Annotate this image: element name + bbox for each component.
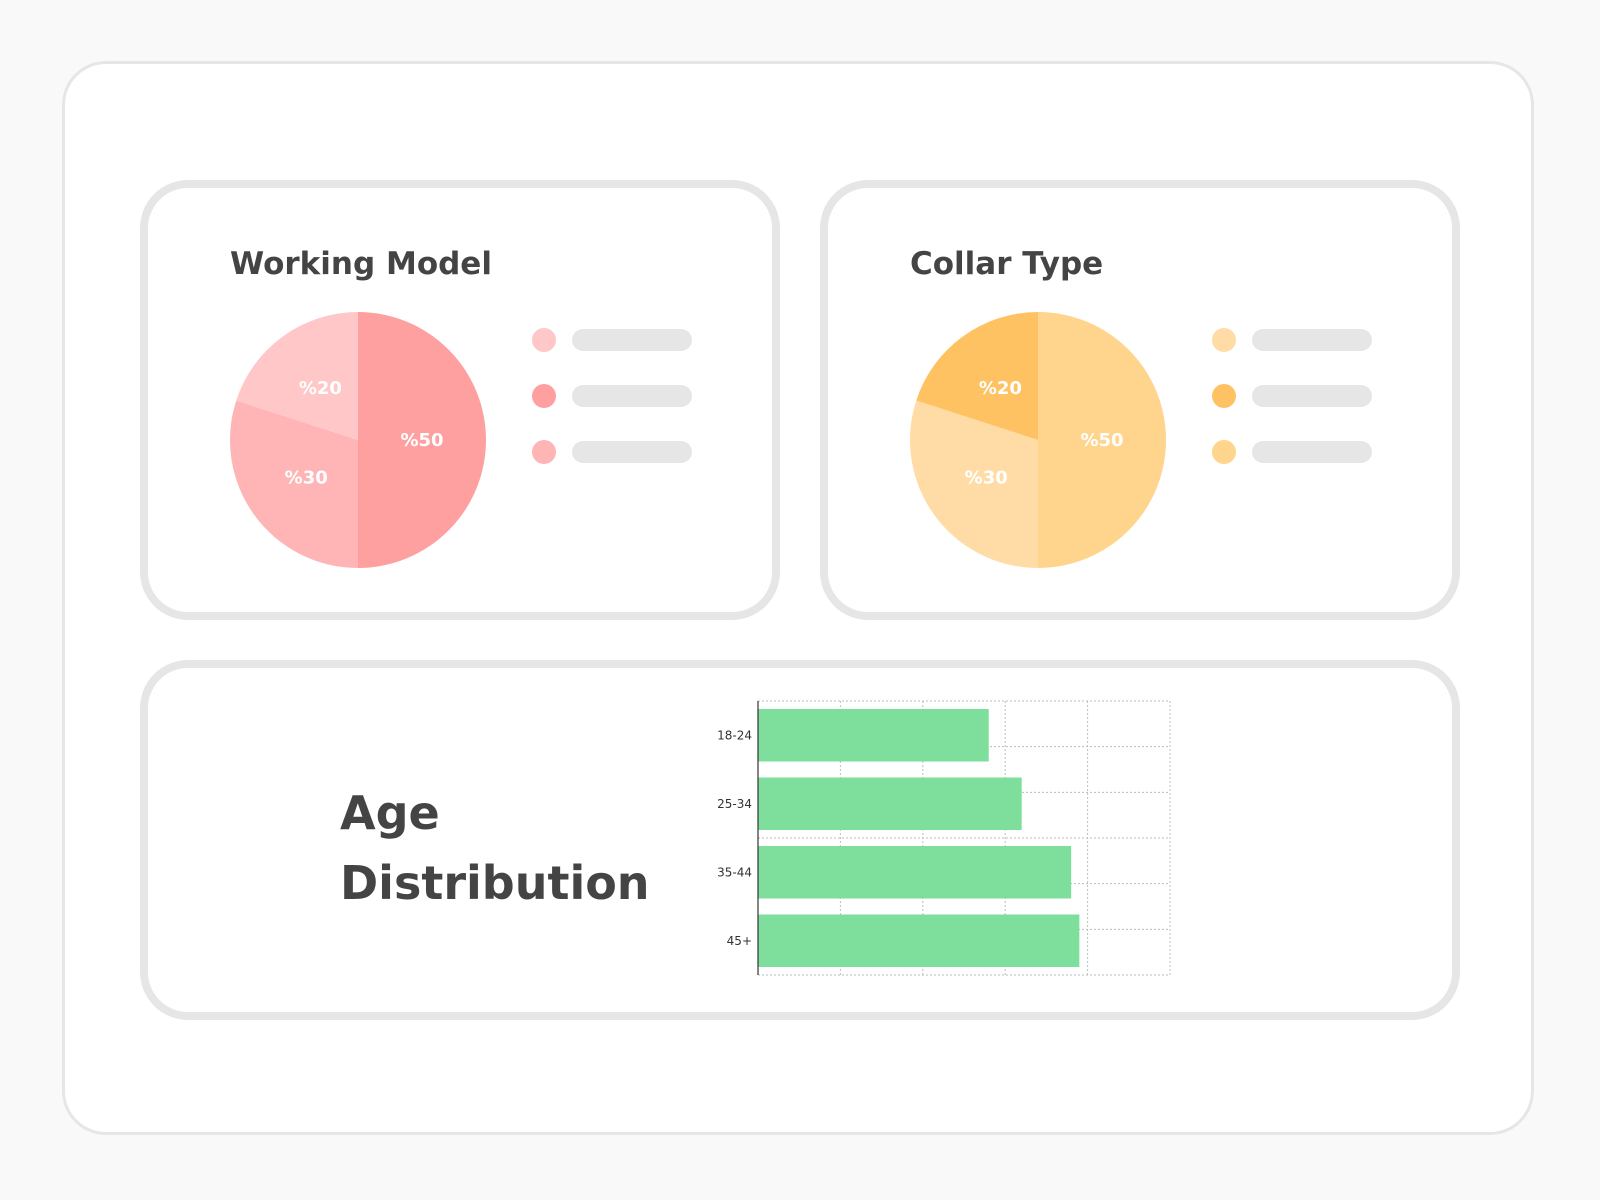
- age-distribution-bar-chart: 18-24 25-34 35-44 45+: [717, 700, 1171, 976]
- working-model-legend-dot-1: [532, 384, 556, 408]
- working-model-title: Working Model: [230, 246, 492, 282]
- working-model-pie-chart: %50 %30 %20: [230, 312, 486, 568]
- age-bar-1: [758, 777, 1022, 830]
- collar-type-legend-placeholder-1: [1252, 385, 1372, 407]
- working-model-card: Working Model %50 %30 %20: [140, 180, 780, 620]
- collar-type-slice-label-1: %30: [965, 468, 1008, 489]
- working-model-legend-placeholder-0: [572, 329, 692, 351]
- working-model-legend-placeholder-2: [572, 441, 692, 463]
- collar-type-slice-0: [1038, 312, 1166, 568]
- working-model-slice-label-2: %20: [299, 378, 342, 399]
- age-category-label-3: 45+: [727, 934, 752, 948]
- collar-type-slice-2: [916, 312, 1038, 440]
- collar-type-card: Collar Type %50 %30 %20: [820, 180, 1460, 620]
- collar-type-pie-chart: %50 %30 %20: [910, 312, 1166, 568]
- collar-type-legend-dot-1: [1212, 384, 1236, 408]
- working-model-slice-label-1: %30: [285, 468, 328, 489]
- collar-type-legend-dot-0: [1212, 328, 1236, 352]
- working-model-legend-placeholder-1: [572, 385, 692, 407]
- age-category-label-0: 18-24: [717, 728, 752, 742]
- collar-type-legend-placeholder-0: [1252, 329, 1372, 351]
- working-model-slice-0: [358, 312, 486, 568]
- collar-type-title: Collar Type: [910, 246, 1104, 282]
- working-model-slice-1: [230, 400, 358, 568]
- age-bar-2: [758, 846, 1072, 899]
- age-bar-0: [758, 709, 989, 762]
- working-model-legend-dot-0: [532, 328, 556, 352]
- age-distribution-title-line-2: Distribution: [340, 856, 650, 910]
- collar-type-legend-placeholder-2: [1252, 441, 1372, 463]
- age-category-label-1: 25-34: [717, 797, 752, 811]
- collar-type-slice-1: [910, 400, 1038, 568]
- working-model-slice-label-0: %50: [400, 430, 443, 451]
- working-model-slice-2: [236, 312, 358, 440]
- working-model-legend-dot-2: [532, 440, 556, 464]
- age-distribution-card: Age Distribution 18-24 25-34 35-44 45+: [140, 660, 1460, 1020]
- collar-type-slice-label-2: %20: [979, 378, 1022, 399]
- age-bar-3: [758, 914, 1080, 967]
- age-distribution-title: Age Distribution: [340, 778, 650, 918]
- age-category-label-2: 35-44: [717, 865, 752, 879]
- collar-type-slice-label-0: %50: [1080, 430, 1123, 451]
- collar-type-legend-dot-2: [1212, 440, 1236, 464]
- age-distribution-title-line-1: Age: [340, 786, 440, 840]
